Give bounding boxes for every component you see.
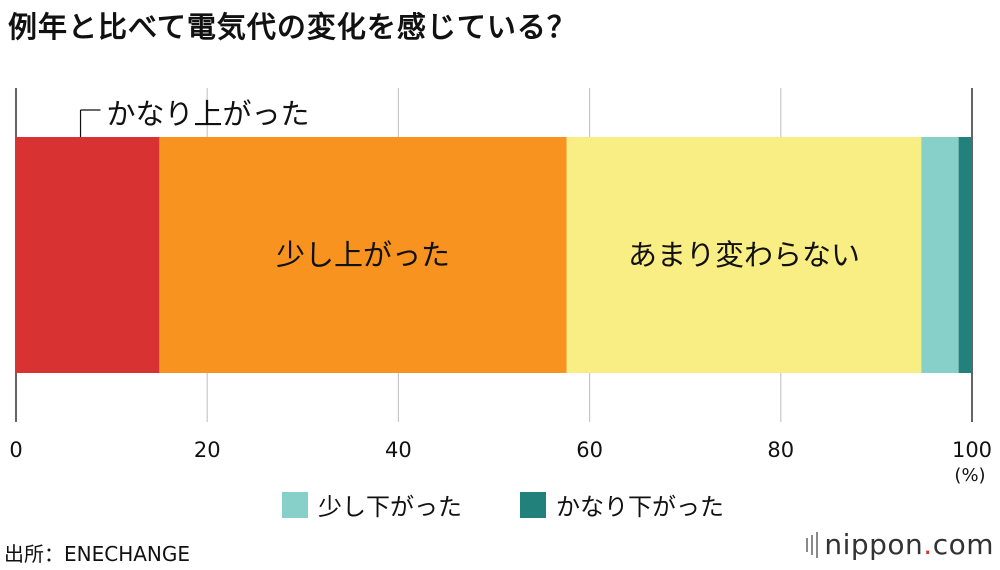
tick-labels: 0 20 40 60 80 100 — [9, 438, 992, 462]
legend-label-much-down: かなり下がった — [556, 493, 724, 521]
bar-segment — [921, 137, 959, 373]
x-tick-label: 0 — [9, 438, 22, 462]
legend: 少し下がった かなり下がった — [282, 487, 724, 522]
segment-label: あまり変わらない — [628, 238, 860, 272]
x-tick-label: 100 — [952, 438, 992, 462]
unit-label: (%) — [954, 465, 985, 485]
bar-segment — [159, 137, 567, 373]
legend-swatch-slightly-down — [282, 491, 308, 518]
source-note: 出所：ENECHANGE — [4, 542, 191, 566]
brand-bars-icon — [806, 531, 819, 558]
brand-text: nippon.com — [824, 528, 994, 561]
brand-logo: nippon.com — [806, 528, 994, 561]
x-tick-label: 60 — [576, 438, 603, 462]
segment-label-callout: かなり上がった — [107, 97, 310, 131]
legend-swatch-much-down — [520, 491, 546, 518]
legend-label-slightly-down: 少し下がった — [318, 493, 462, 521]
segment-label: 少し上がった — [276, 238, 450, 272]
bar-segments — [16, 137, 972, 373]
bar-segment — [958, 137, 972, 373]
x-tick-label: 80 — [767, 438, 794, 462]
chart-title: 例年と比べて電気代の変化を感じている？ — [8, 10, 577, 44]
legend-item-slightly-down: 少し下がった — [282, 487, 462, 522]
bar-segment — [566, 137, 922, 373]
x-tick-label: 40 — [385, 438, 412, 462]
x-tick-label: 20 — [194, 438, 221, 462]
bar-segment — [16, 137, 160, 373]
legend-item-much-down: かなり下がった — [520, 487, 724, 522]
